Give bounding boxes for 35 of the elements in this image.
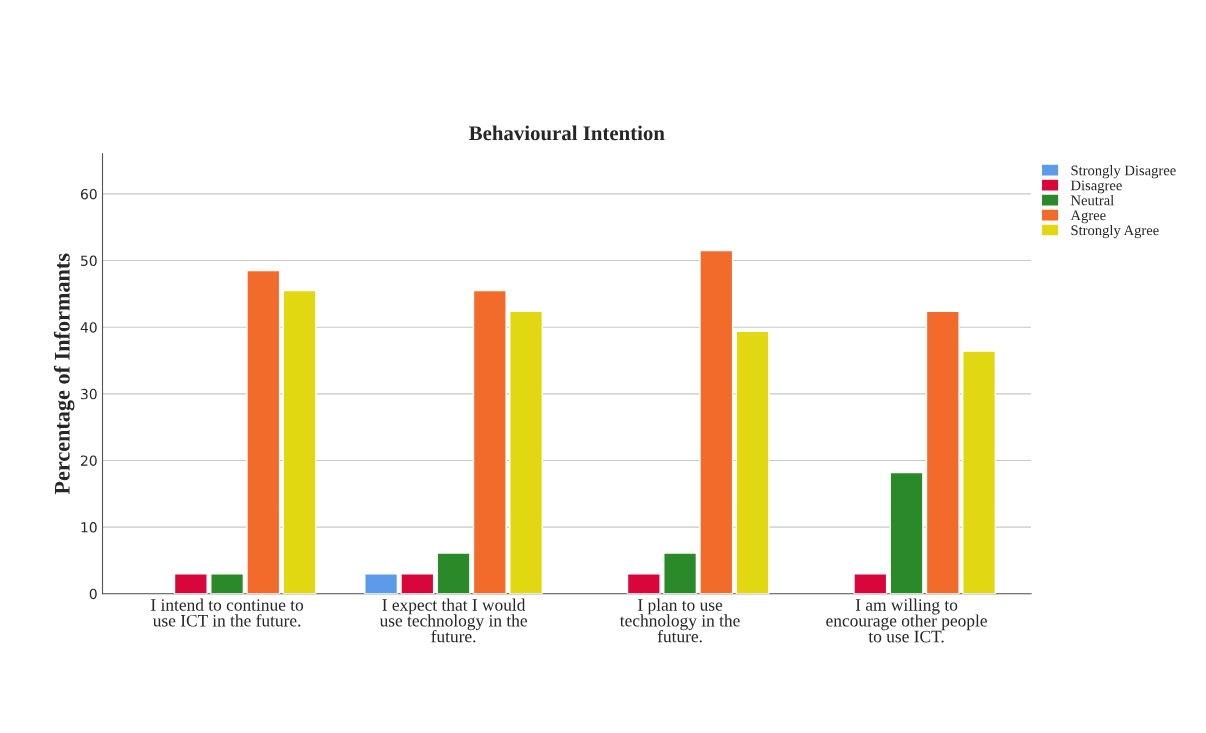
- x-tick-label: I expect that I would use technology in the future.: [379, 598, 527, 643]
- bar: [400, 573, 435, 594]
- bar: [889, 471, 924, 594]
- y-tick-label: 0: [89, 588, 97, 600]
- legend-label: Agree: [1070, 210, 1106, 224]
- bar: [210, 573, 245, 594]
- bar: [282, 289, 317, 594]
- legend-label: Strongly Disagree: [1071, 165, 1176, 179]
- bar: [925, 310, 960, 594]
- chart-title: Behavioural Intention: [469, 125, 665, 141]
- x-tick-label: I plan to use technology in the future.: [619, 598, 740, 643]
- legend-label: Strongly Agree: [1071, 224, 1159, 239]
- y-tick-label: 20: [80, 455, 97, 466]
- bar: [962, 350, 997, 594]
- bar: [509, 310, 544, 594]
- y-tick-label: 30: [81, 388, 97, 400]
- bar: [472, 289, 507, 594]
- bar: [173, 573, 208, 594]
- bar: [699, 249, 734, 594]
- x-tick-label: I intend to continue to use ICT in the future.: [151, 598, 304, 627]
- y-tick-label: 10: [81, 522, 97, 533]
- bar: [853, 573, 888, 594]
- bar: [626, 573, 661, 594]
- bar: [246, 269, 281, 594]
- y-tick-label: 50: [81, 255, 97, 267]
- x-tick-label: I am willing to encourage other people to use ICT.: [826, 598, 987, 643]
- bar: [364, 573, 399, 594]
- y-tick-label: 40: [80, 322, 97, 333]
- bar: [735, 330, 770, 594]
- bar: [663, 552, 698, 594]
- legend-label: Disagree: [1070, 180, 1122, 194]
- y-axis-title: Percentage of Informants: [53, 253, 75, 495]
- bar: [436, 552, 471, 594]
- legend-label: Neutral: [1070, 195, 1114, 206]
- y-tick-label: 60: [80, 188, 97, 200]
